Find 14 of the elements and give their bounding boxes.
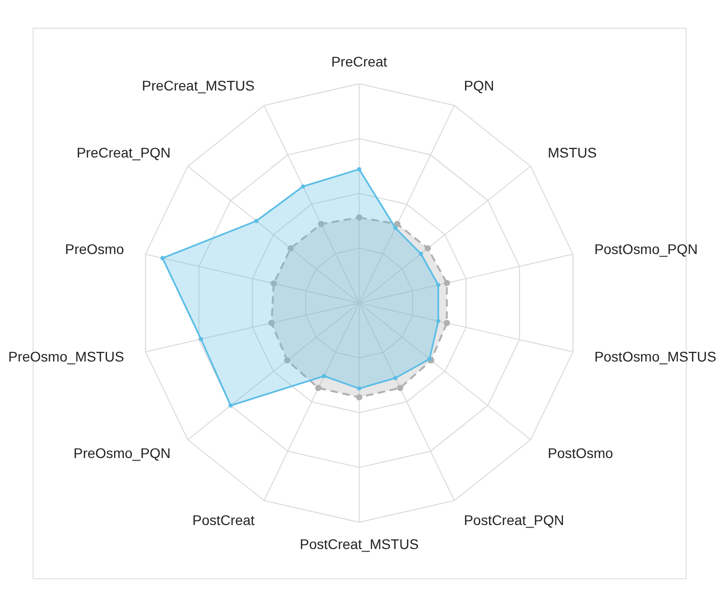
spoke-label: PostOsmo_PQN xyxy=(594,241,698,257)
spoke-label: PostOsmo_MSTUS xyxy=(594,348,716,364)
spoke-label: PreCreat_MSTUS xyxy=(142,77,255,94)
spoke-label: MSTUS xyxy=(548,144,597,160)
spoke-label: PreCreat xyxy=(331,53,388,70)
spoke-label: PostCreat_PQN xyxy=(464,512,564,528)
spoke-label: PreOsmo xyxy=(65,241,124,257)
spoke-label: PostCreat xyxy=(192,512,255,528)
spoke-label: PreOsmo_MSTUS xyxy=(8,348,124,364)
spoke-label: PostOsmo xyxy=(548,445,614,462)
spoke-label: PQN xyxy=(464,77,494,94)
spoke-label: PreCreat_PQN xyxy=(76,144,171,160)
spoke-label: PreOsmo_PQN xyxy=(74,445,171,462)
spoke-label: PostCreat_MSTUS xyxy=(300,536,419,552)
